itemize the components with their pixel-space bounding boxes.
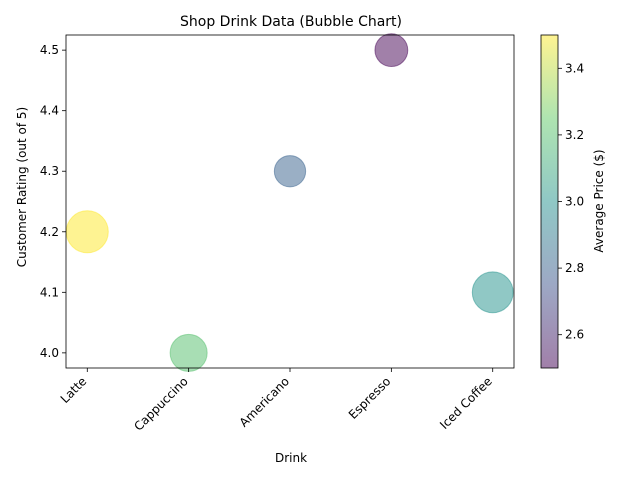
colorbar-tick-label: 3.2 <box>565 128 584 142</box>
bubble-point <box>65 210 109 254</box>
colorbar-gradient <box>541 35 558 368</box>
x-tick-label: Iced Coffee <box>437 374 495 432</box>
x-tick-label: Americano <box>237 374 292 429</box>
chart-title: Shop Drink Data (Bubble Chart) <box>180 14 402 30</box>
bubble-point <box>169 333 208 372</box>
y-axis-label: Customer Rating (out of 5) <box>15 107 29 267</box>
x-tick-label: Cappuccino <box>131 374 190 433</box>
y-tick-label: 4.0 <box>40 346 59 360</box>
y-tick-label: 4.1 <box>40 285 59 299</box>
bubble-point <box>471 271 514 314</box>
colorbar-label: Average Price ($) <box>592 149 606 252</box>
bubble-point <box>374 33 409 68</box>
y-tick-label: 4.3 <box>40 164 59 178</box>
x-tick-label: Espresso <box>346 374 394 422</box>
plot-area: Latte Cappuccino Americano Espresso Iced Cof… <box>40 33 515 434</box>
y-tick-label: 4.5 <box>40 43 59 57</box>
y-tick-label: 4.4 <box>40 104 59 118</box>
x-axis-label: Drink <box>275 451 307 465</box>
colorbar: 2.6 2.8 3.0 3.2 3.4 <box>540 34 584 369</box>
colorbar-tick-label: 2.8 <box>565 261 584 275</box>
x-tick-label: Latte <box>58 374 90 406</box>
bubble-point <box>273 155 307 188</box>
colorbar-tick-label: 2.6 <box>565 328 584 342</box>
colorbar-tick-label: 3.0 <box>565 195 584 209</box>
colorbar-tick-label: 3.4 <box>565 61 584 75</box>
y-tick-label: 4.2 <box>40 225 59 239</box>
plot-frame <box>65 34 515 369</box>
